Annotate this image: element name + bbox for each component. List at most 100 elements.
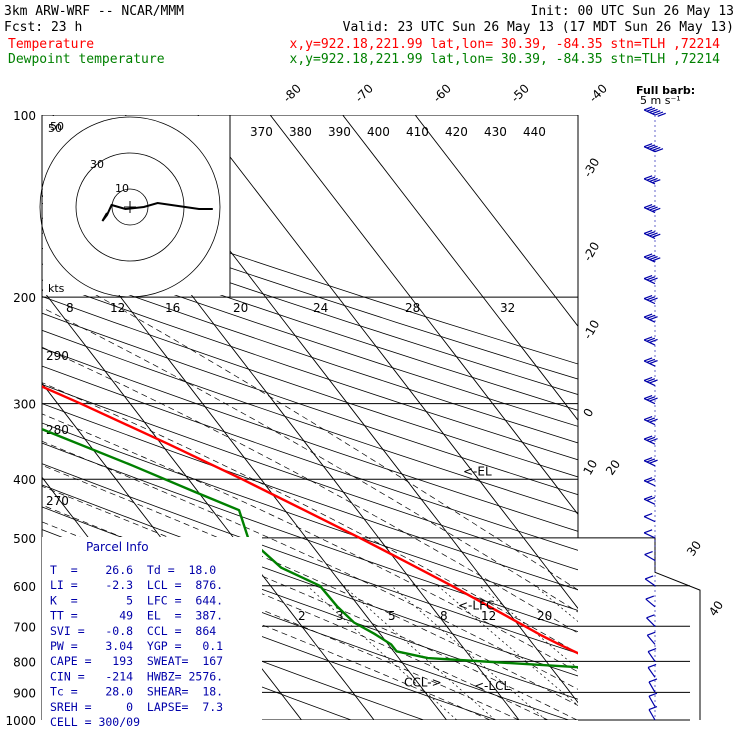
- wind-barb-flag: [654, 111, 664, 116]
- barb-key: Full barb: 5 m s⁻¹: [636, 84, 695, 107]
- hodograph-ring-label: 50: [50, 120, 64, 133]
- temperature-location: x,y=922.18,221.99 lat,lon= 30.39, -84.35…: [290, 37, 721, 52]
- isotherm-label: -30: [580, 156, 602, 180]
- pressure-tick-label: 200: [13, 291, 36, 305]
- wind-barb: [643, 357, 658, 367]
- mixing-ratio-label: 12: [481, 609, 496, 623]
- pressure-tick-label: 400: [13, 473, 36, 487]
- lfc-annotation: <-LFC: [458, 598, 494, 612]
- wind-barb-staff: [648, 681, 656, 693]
- wind-barb-flag: [645, 595, 655, 600]
- wind-barb: [643, 477, 656, 487]
- wind-barb-staff: [644, 578, 656, 587]
- temperature-legend: Temperature: [8, 37, 94, 52]
- mixing-ratio-line: [306, 585, 458, 720]
- wind-barb-flag: [649, 459, 658, 464]
- dewpoint-legend: Dewpoint temperature: [8, 52, 165, 67]
- hodograph-ring-label: 30: [90, 158, 104, 171]
- wind-barb-flag: [643, 457, 653, 462]
- barb-key-value: 5 m s⁻¹: [640, 94, 681, 107]
- wind-barb-flag: [646, 358, 656, 363]
- wind-barb: [643, 275, 658, 285]
- wind-barb-flag: [643, 376, 653, 382]
- wind-barb-staff: [647, 667, 656, 678]
- wind-barb-flag: [649, 255, 658, 261]
- wind-barb-flag: [643, 313, 653, 318]
- wind-barb-flag: [643, 229, 653, 234]
- dry-adiabat-line: [42, 463, 578, 654]
- moist-adiabat-line: [42, 504, 549, 720]
- dry-adiabat-line: [42, 247, 578, 427]
- wind-barb: [643, 229, 661, 240]
- pressure-tick-label: 800: [13, 655, 36, 669]
- wind-barb-flag: [643, 416, 653, 421]
- theta-label: 400: [367, 125, 390, 139]
- wind-barb: [643, 313, 658, 323]
- isotherm-line: [197, 115, 578, 610]
- parcel-info-row: CAPE = 193 SWEAT= 167: [50, 654, 223, 668]
- hodograph-speed-label: 32: [500, 301, 515, 315]
- isotherm-line: [124, 115, 578, 704]
- theta-label: 410: [406, 125, 429, 139]
- wind-barb: [643, 416, 658, 426]
- wind-barb-flag: [646, 276, 656, 281]
- isotherm-label: 10: [580, 457, 600, 477]
- parcel-info-row: CIN = -214 HWBZ= 2576.: [50, 669, 223, 683]
- wind-barb-flag: [646, 458, 656, 463]
- wind-barbs: [643, 106, 666, 721]
- dewpoint-location: x,y=922.18,221.99 lat,lon= 30.39, -84.35…: [290, 52, 721, 67]
- moist-adiabat-line: [42, 413, 578, 673]
- wind-barb: [648, 678, 658, 693]
- theta-label: 270: [46, 494, 69, 508]
- wind-barb-flag: [649, 145, 658, 150]
- isotherm-label: -50: [508, 81, 532, 105]
- mixing-ratio-line: [437, 585, 578, 706]
- wind-barb-flag: [646, 436, 656, 441]
- moist-adiabat-line: [49, 269, 578, 591]
- hodograph-speed-label: 28: [405, 301, 420, 315]
- wind-barb-flag: [649, 379, 658, 384]
- barb-key-title: Full barb:: [636, 84, 695, 97]
- wind-barb-flag: [652, 257, 661, 262]
- wind-barb-staff: [648, 709, 656, 721]
- wind-barb-flag: [649, 297, 658, 302]
- wind-barb-staff: [643, 498, 656, 505]
- parcel-info-row: TT = 49 EL = 387.: [50, 609, 223, 623]
- wind-barb-flag: [646, 296, 656, 301]
- dewpoint-profile: [42, 427, 578, 669]
- wind-barb-flag: [646, 107, 656, 112]
- wind-barb-flag: [648, 678, 658, 683]
- dry-adiabat-line: [42, 296, 578, 478]
- wind-barb-flag: [649, 206, 658, 211]
- wind-barb-flag: [648, 706, 658, 711]
- hodograph-speed-label: 8: [66, 301, 74, 315]
- wind-barb-flag: [649, 108, 658, 114]
- wind-barb-flag: [646, 337, 656, 342]
- wind-barb-flag: [649, 338, 658, 344]
- hodograph-speed-label: 12: [110, 301, 125, 315]
- dry-adiabat-line: [42, 312, 578, 496]
- mixing-ratio-label: 3: [336, 609, 344, 623]
- wind-barb-flag: [649, 277, 658, 282]
- lcl-annotation: <-LCL: [474, 679, 510, 693]
- pressure-tick-label: 300: [13, 398, 36, 412]
- wind-barb-flag: [652, 179, 661, 184]
- hodograph-trace: [101, 201, 213, 222]
- dry-adiabat-line: [42, 403, 578, 591]
- moist-adiabat-line: [42, 440, 578, 690]
- wind-barb-staff: [644, 554, 656, 562]
- wind-barb-flag: [643, 512, 653, 518]
- wind-barb-flag: [643, 529, 653, 534]
- wind-barb-flag: [646, 254, 656, 259]
- wind-barb: [648, 706, 658, 721]
- theta-label: 430: [484, 125, 507, 139]
- init-time: Init: 00 UTC Sun 26 May 13: [531, 4, 735, 19]
- wind-barb-flag: [652, 233, 661, 238]
- isotherm-line: [342, 115, 578, 422]
- dry-adiabat-line: [42, 188, 578, 365]
- dry-adiabat-line: [42, 422, 578, 611]
- wind-barb: [643, 106, 666, 117]
- wind-barb-flag: [647, 663, 657, 669]
- wind-barb-flag: [646, 176, 656, 181]
- wind-barb-staff: [647, 651, 656, 662]
